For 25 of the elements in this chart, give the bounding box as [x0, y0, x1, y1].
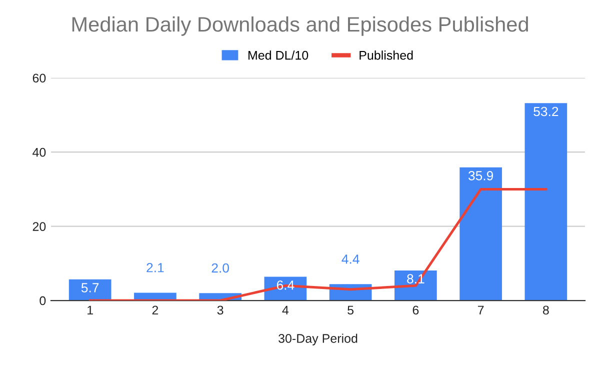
- y-tick-label: 20: [32, 222, 46, 231]
- chart-title: Median Daily Downloads and Episodes Published: [72, 16, 528, 36]
- bar: [524, 103, 568, 301]
- legend-label: Published: [360, 50, 413, 60]
- y-tick-label: 40: [32, 148, 46, 157]
- y-tick-label: 0: [40, 296, 46, 306]
- x-tick-label: 8: [542, 306, 549, 315]
- x-tick-label: 6: [412, 306, 419, 315]
- x-axis-title: 30-Day Period: [278, 334, 358, 346]
- data-label: 35.9: [468, 171, 494, 180]
- bar: [68, 279, 112, 301]
- x-tick-label: 7: [478, 306, 484, 314]
- data-label: 53.2: [534, 106, 558, 116]
- data-label: 2.1: [146, 262, 164, 272]
- x-tick-label: 4: [282, 306, 289, 314]
- x-tick-label: 5: [348, 306, 354, 315]
- bar: [460, 167, 502, 301]
- x-tick-label: 1: [88, 306, 93, 314]
- legend-label: Med DL/10: [248, 50, 308, 60]
- x-tick-label: 2: [152, 306, 158, 314]
- data-label: 5.7: [81, 283, 99, 292]
- y-tick-label: 60: [32, 74, 46, 83]
- data-label: 4.4: [342, 254, 360, 264]
- data-label: 2.0: [212, 263, 229, 273]
- x-tick-label: 3: [217, 306, 224, 315]
